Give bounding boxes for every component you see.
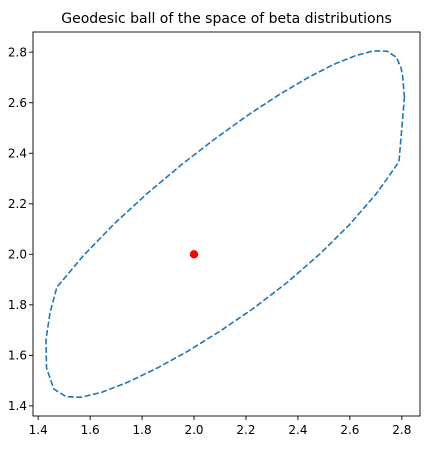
x-tick-label: 2.0 xyxy=(184,423,203,437)
chart-title: Geodesic ball of the space of beta distr… xyxy=(61,11,391,27)
y-tick-label: 1.6 xyxy=(8,349,27,363)
y-tick-label: 2.0 xyxy=(8,248,27,262)
x-tick-label: 2.6 xyxy=(340,423,359,437)
axes-frame xyxy=(32,31,421,417)
x-tick-label: 1.8 xyxy=(133,423,152,437)
x-tick-label: 1.4 xyxy=(29,423,48,437)
x-tick-label: 2.8 xyxy=(392,423,411,437)
plot-area xyxy=(45,50,406,399)
y-tick-label: 1.4 xyxy=(8,399,27,413)
axes: 1.4 1.6 1.8 2.0 2.2 2.4 2.6 2.8 1.4 1.6 1.8 2.0 2.2 2… xyxy=(8,31,421,437)
y-tick-label: 2.6 xyxy=(8,96,27,110)
x-tick-label: 2.2 xyxy=(236,423,255,437)
data-point xyxy=(189,250,199,259)
series-line xyxy=(45,50,406,399)
x-tick-label: 2.4 xyxy=(288,423,307,437)
y-tick-label: 2.8 xyxy=(8,46,27,60)
y-tick-label: 2.4 xyxy=(8,147,27,161)
y-tick-label: 1.8 xyxy=(8,298,27,312)
y-tick-label: 2.2 xyxy=(8,197,27,211)
x-tick-label: 1.6 xyxy=(81,423,100,437)
